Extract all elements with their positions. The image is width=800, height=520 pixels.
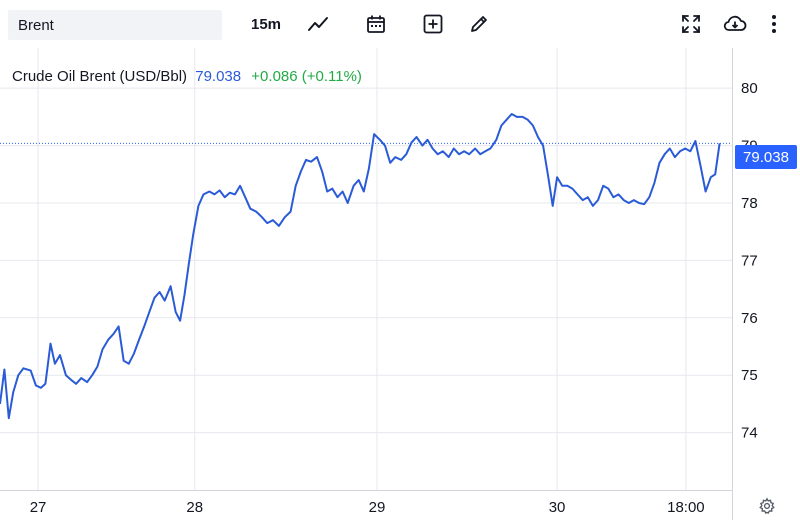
price-chart[interactable]: 747576777879802728293018:00	[0, 48, 800, 520]
draw-icon	[471, 16, 487, 32]
x-tick-label: 18:00	[667, 499, 705, 516]
chart-type-button[interactable]	[304, 10, 332, 38]
calendar-button[interactable]	[362, 10, 390, 38]
top-toolbar: 15m	[0, 0, 800, 48]
last-price-label: 79.038	[735, 145, 797, 169]
y-tick-label: 75	[741, 367, 758, 384]
gear-icon	[759, 497, 775, 514]
fullscreen-button[interactable]	[677, 10, 705, 38]
symbol-search-box[interactable]	[8, 10, 222, 40]
symbol-input[interactable]	[18, 16, 212, 34]
x-tick-label: 30	[549, 499, 566, 516]
y-tick-label: 80	[741, 80, 758, 97]
download-button[interactable]	[720, 10, 750, 38]
y-tick-label: 74	[741, 425, 758, 442]
chart-type-icon	[308, 17, 328, 31]
more-button[interactable]	[764, 10, 784, 38]
chart-settings-button[interactable]	[757, 496, 777, 516]
x-tick-label: 27	[30, 499, 47, 516]
calendar-icon	[367, 15, 385, 33]
add-indicator-button[interactable]	[419, 10, 447, 38]
legend-price: 79.038	[195, 68, 242, 85]
download-icon	[723, 15, 747, 31]
y-tick-label: 78	[741, 195, 758, 212]
more-icon	[772, 15, 776, 33]
x-tick-label: 29	[369, 499, 386, 516]
instrument-name: Crude Oil Brent (USD/Bbl)	[12, 68, 188, 85]
draw-button[interactable]	[465, 10, 493, 38]
y-tick-label: 76	[741, 310, 758, 327]
x-tick-label: 28	[186, 499, 203, 516]
legend-change: +0.086 (+0.11%)	[251, 68, 362, 85]
interval-button[interactable]: 15m	[250, 15, 282, 33]
fullscreen-icon	[682, 15, 700, 33]
chart-legend: Crude Oil Brent (USD/Bbl) 79.038 +0.086 …	[12, 68, 362, 85]
y-tick-label: 77	[741, 252, 758, 269]
price-series-line	[0, 113, 721, 420]
add-indicator-icon	[423, 14, 443, 34]
